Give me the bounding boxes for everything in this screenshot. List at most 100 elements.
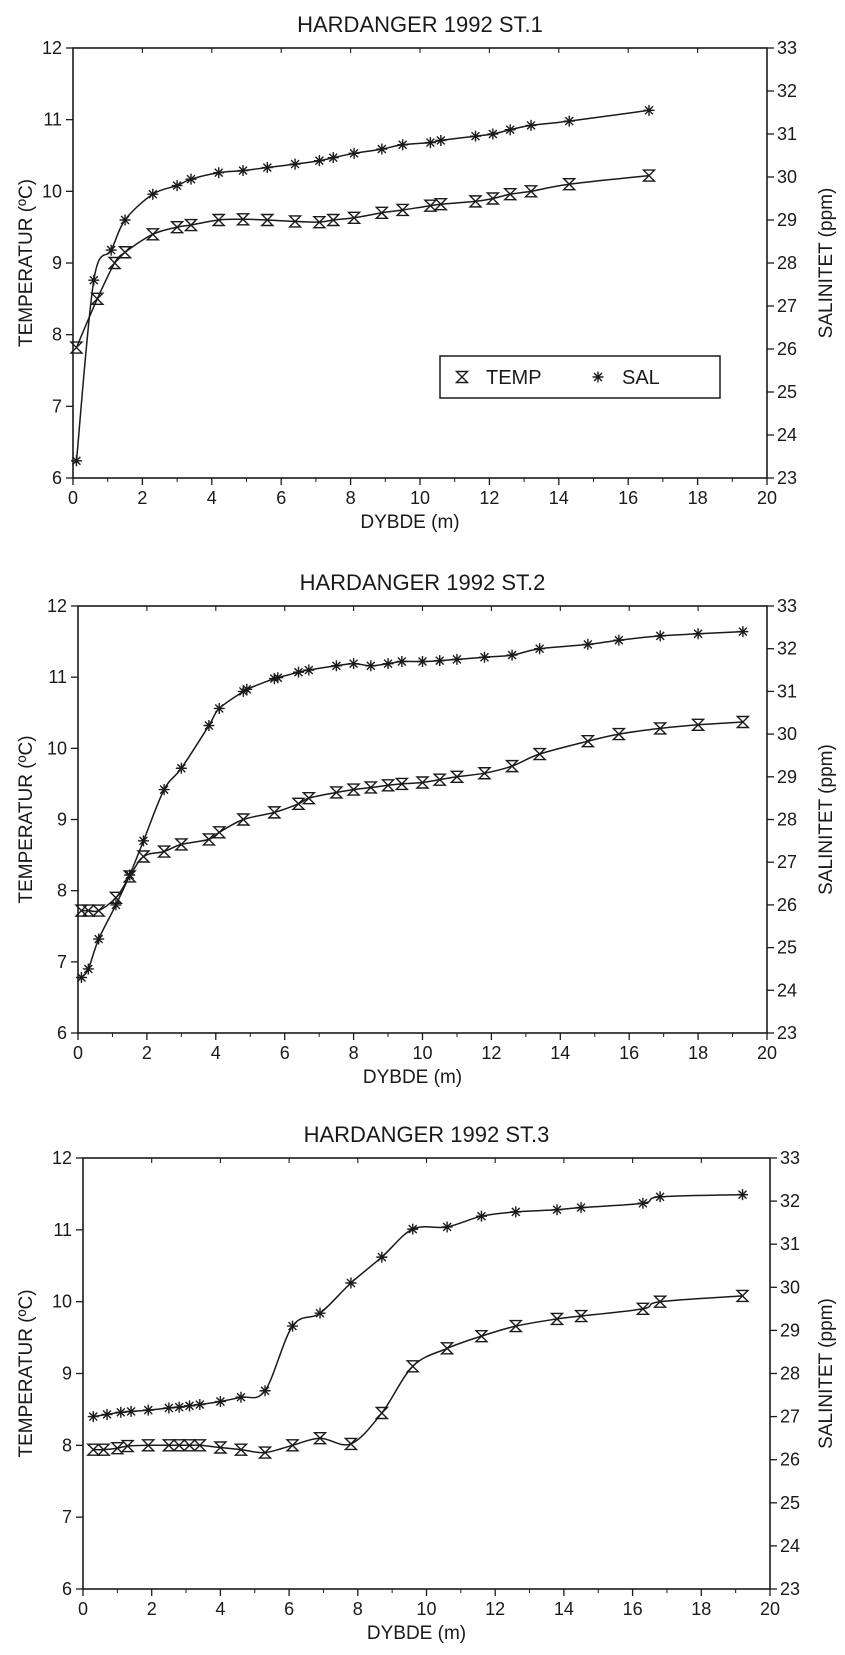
sal-point bbox=[237, 685, 249, 697]
sal-point bbox=[396, 656, 408, 668]
x-tick-label: 4 bbox=[215, 1599, 225, 1619]
temp-point bbox=[394, 777, 410, 791]
y2-tick-label: 28 bbox=[777, 810, 797, 830]
temp-point bbox=[156, 845, 172, 858]
sal-point bbox=[183, 1400, 195, 1412]
x-tick-label: 18 bbox=[688, 1043, 708, 1063]
x-tick-label: 16 bbox=[623, 1599, 643, 1619]
sal-point bbox=[82, 963, 94, 975]
sal-point bbox=[287, 1320, 299, 1332]
y2-tick-label: 23 bbox=[780, 1579, 800, 1599]
x-tick-label: 8 bbox=[349, 1043, 359, 1063]
sal-point bbox=[637, 1197, 649, 1209]
temp-point bbox=[374, 1406, 390, 1420]
temp-point bbox=[233, 1443, 249, 1456]
x-tick-label: 18 bbox=[688, 488, 708, 508]
series-line-temp bbox=[81, 721, 743, 913]
y2-tick-label: 31 bbox=[777, 124, 797, 144]
y2-tick-label: 33 bbox=[777, 596, 797, 616]
temp-point bbox=[405, 1360, 420, 1373]
sal-point bbox=[303, 664, 315, 676]
series-line-temp bbox=[93, 1295, 743, 1454]
temp-point bbox=[107, 256, 122, 270]
chart-panel-3: HARDANGER 1992 ST.30 2 4 6 8 10 12 14 16 18 206789… bbox=[16, 1122, 837, 1644]
x-tick-label: 10 bbox=[416, 1599, 436, 1619]
temp-point bbox=[449, 770, 465, 783]
temp-point bbox=[432, 773, 447, 786]
sal-point bbox=[470, 130, 482, 142]
sal-point bbox=[314, 1307, 326, 1319]
legend-temp-marker bbox=[454, 370, 470, 384]
y2-tick-label: 32 bbox=[780, 1191, 800, 1211]
temp-point bbox=[329, 786, 344, 799]
series-line-sal bbox=[80, 630, 743, 979]
x-tick-label: 16 bbox=[619, 1043, 639, 1063]
y-axis-label: TEMPERATUR (ºC) bbox=[16, 1289, 37, 1457]
sal-point bbox=[171, 180, 183, 192]
sal-point bbox=[289, 158, 301, 170]
sal-point bbox=[575, 1202, 587, 1214]
y2-tick-label: 32 bbox=[777, 639, 797, 659]
y2-tick-label: 30 bbox=[777, 724, 797, 744]
x-tick-label: 20 bbox=[760, 1599, 780, 1619]
temp-point bbox=[213, 1441, 228, 1454]
sal-point bbox=[582, 638, 594, 650]
sal-point bbox=[441, 1221, 453, 1233]
x-tick-label: 6 bbox=[276, 488, 286, 508]
sal-point bbox=[213, 702, 225, 714]
temp-point bbox=[346, 211, 362, 225]
temp-point bbox=[192, 1439, 207, 1452]
temp-point bbox=[523, 185, 539, 198]
temp-point bbox=[326, 213, 341, 227]
sal-point bbox=[737, 1189, 749, 1201]
temp-point bbox=[374, 206, 390, 220]
y-tick-label: 11 bbox=[53, 1220, 72, 1240]
temp-point bbox=[257, 1446, 273, 1459]
temp-point bbox=[91, 904, 106, 917]
plot-frame bbox=[82, 1157, 771, 1590]
temp-point bbox=[474, 1329, 489, 1343]
sal-point bbox=[345, 1277, 357, 1289]
temp-point bbox=[503, 188, 518, 201]
temp-point bbox=[312, 215, 327, 229]
sal-point bbox=[203, 720, 215, 732]
y-tick-label: 12 bbox=[42, 38, 62, 58]
temp-point bbox=[171, 1439, 187, 1452]
temp-point bbox=[161, 1439, 177, 1452]
sal-point bbox=[137, 835, 149, 847]
temp-point bbox=[580, 735, 596, 748]
sal-point bbox=[110, 899, 122, 911]
temp-point bbox=[169, 220, 185, 234]
x-tick-label: 14 bbox=[554, 1599, 574, 1619]
temp-point bbox=[652, 1295, 668, 1308]
x-tick-label: 20 bbox=[757, 1043, 777, 1063]
chart-title: HARDANGER 1992 ST.3 bbox=[304, 1122, 550, 1147]
temp-point bbox=[174, 838, 189, 851]
y-tick-label: 9 bbox=[57, 810, 67, 830]
sal-point bbox=[173, 1401, 185, 1413]
legend: TEMP SAL bbox=[439, 355, 721, 399]
x-tick-label: 12 bbox=[479, 488, 499, 508]
y2-tick-label: 29 bbox=[777, 767, 797, 787]
y2-tick-label: 27 bbox=[780, 1407, 800, 1427]
temp-point bbox=[117, 246, 133, 259]
sal-point bbox=[147, 188, 159, 200]
sal-point bbox=[434, 655, 446, 667]
y2-tick-label: 28 bbox=[777, 253, 797, 273]
plot-frame bbox=[77, 605, 768, 1034]
sal-point bbox=[119, 214, 131, 226]
temp-point bbox=[267, 806, 282, 819]
sal-point bbox=[163, 1402, 175, 1414]
series-line-temp bbox=[75, 174, 650, 348]
temp-point bbox=[641, 169, 657, 182]
y2-tick-label: 30 bbox=[780, 1277, 800, 1297]
temp-point bbox=[562, 177, 577, 191]
y2-tick-label: 25 bbox=[777, 382, 797, 402]
temp-point bbox=[611, 727, 627, 741]
temp-point bbox=[141, 1439, 156, 1452]
sal-point bbox=[424, 137, 436, 149]
y2-tick-label: 29 bbox=[780, 1320, 800, 1340]
x-tick-label: 14 bbox=[549, 488, 569, 508]
y-tick-label: 9 bbox=[62, 1364, 72, 1384]
